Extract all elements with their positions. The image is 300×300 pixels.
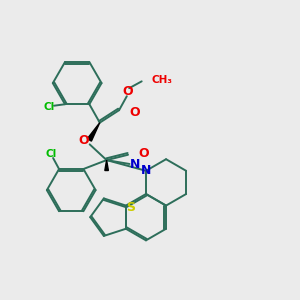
Text: O: O: [122, 85, 133, 98]
Text: N: N: [141, 164, 151, 177]
Text: O: O: [129, 106, 140, 119]
Text: O: O: [138, 147, 149, 160]
Polygon shape: [87, 123, 100, 141]
Text: S: S: [126, 202, 135, 214]
Text: O: O: [79, 134, 89, 147]
Text: Cl: Cl: [45, 148, 56, 159]
Text: CH₃: CH₃: [151, 75, 172, 85]
Text: N: N: [130, 158, 140, 171]
Polygon shape: [105, 160, 108, 170]
Text: Cl: Cl: [43, 102, 54, 112]
